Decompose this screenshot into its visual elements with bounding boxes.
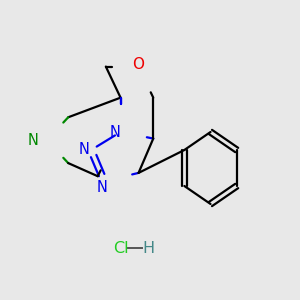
Text: N: N: [79, 142, 89, 158]
Text: O: O: [133, 57, 145, 72]
Text: H: H: [142, 241, 154, 256]
Text: Cl: Cl: [113, 241, 128, 256]
Text: N: N: [97, 180, 108, 195]
Text: N: N: [109, 124, 120, 140]
Text: N: N: [28, 133, 39, 148]
